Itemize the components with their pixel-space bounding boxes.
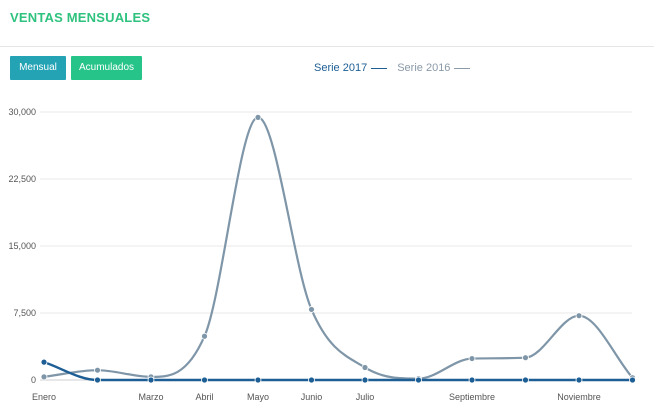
legend-swatch-serie-2017 (371, 67, 388, 69)
x-tick-label: Junio (301, 392, 323, 402)
serie-2016-point (468, 355, 476, 362)
serie-2017-point (254, 376, 262, 384)
serie-2017-point (94, 376, 101, 384)
serie-2017-point (522, 376, 529, 384)
panel-title: VENTAS MENSUALES (10, 10, 151, 25)
serie-2016-point (201, 332, 208, 340)
serie-2016-point (522, 354, 529, 362)
y-tick-label: 22,500 (8, 174, 36, 184)
legend-swatch-serie-2016 (454, 67, 471, 69)
legend-label-serie-2016: Serie 2016 (397, 62, 451, 74)
x-tick-label: Septiembre (449, 392, 495, 402)
serie-2017-point (308, 376, 315, 384)
legend-label-serie-2017: Serie 2017 (314, 62, 368, 74)
x-tick-label: Marzo (138, 392, 163, 402)
x-tick-label: Julio (356, 392, 375, 402)
serie-2016-point (575, 312, 583, 320)
serie-2017-point (415, 376, 422, 384)
y-tick-label: 0 (31, 375, 36, 385)
header-divider (0, 46, 654, 47)
y-tick-label: 7,500 (13, 308, 36, 318)
serie-2016-point (40, 373, 48, 381)
serie-2016-point (94, 366, 101, 374)
y-tick-label: 30,000 (8, 107, 36, 117)
legend-item-serie-2016[interactable]: Serie 2016 (397, 62, 471, 74)
serie-2017-point (361, 376, 369, 384)
x-tick-label: Enero (32, 392, 56, 402)
serie-2017-point (147, 376, 155, 384)
serie-2016-point (254, 113, 262, 121)
serie-2017-line (43, 360, 633, 382)
acumulados-button[interactable]: Acumulados (71, 56, 142, 80)
mensual-button[interactable]: Mensual (10, 56, 66, 80)
serie-2017-point (629, 376, 636, 384)
serie-2016-point (361, 364, 369, 371)
serie-2016-point (308, 306, 315, 313)
x-tick-label: Noviembre (557, 392, 601, 402)
serie-2016-line (43, 116, 634, 380)
x-tick-label: Abril (195, 392, 213, 402)
serie-2017-point (575, 376, 583, 384)
x-tick-label: Mayo (247, 392, 269, 402)
serie-2017-point (40, 358, 48, 366)
serie-2017-point (468, 376, 476, 384)
y-tick-label: 15,000 (8, 241, 36, 251)
chart-legend: Serie 2017 Serie 2016 (314, 62, 480, 74)
serie-2017-point (201, 376, 208, 384)
legend-item-serie-2017[interactable]: Serie 2017 (314, 62, 388, 74)
